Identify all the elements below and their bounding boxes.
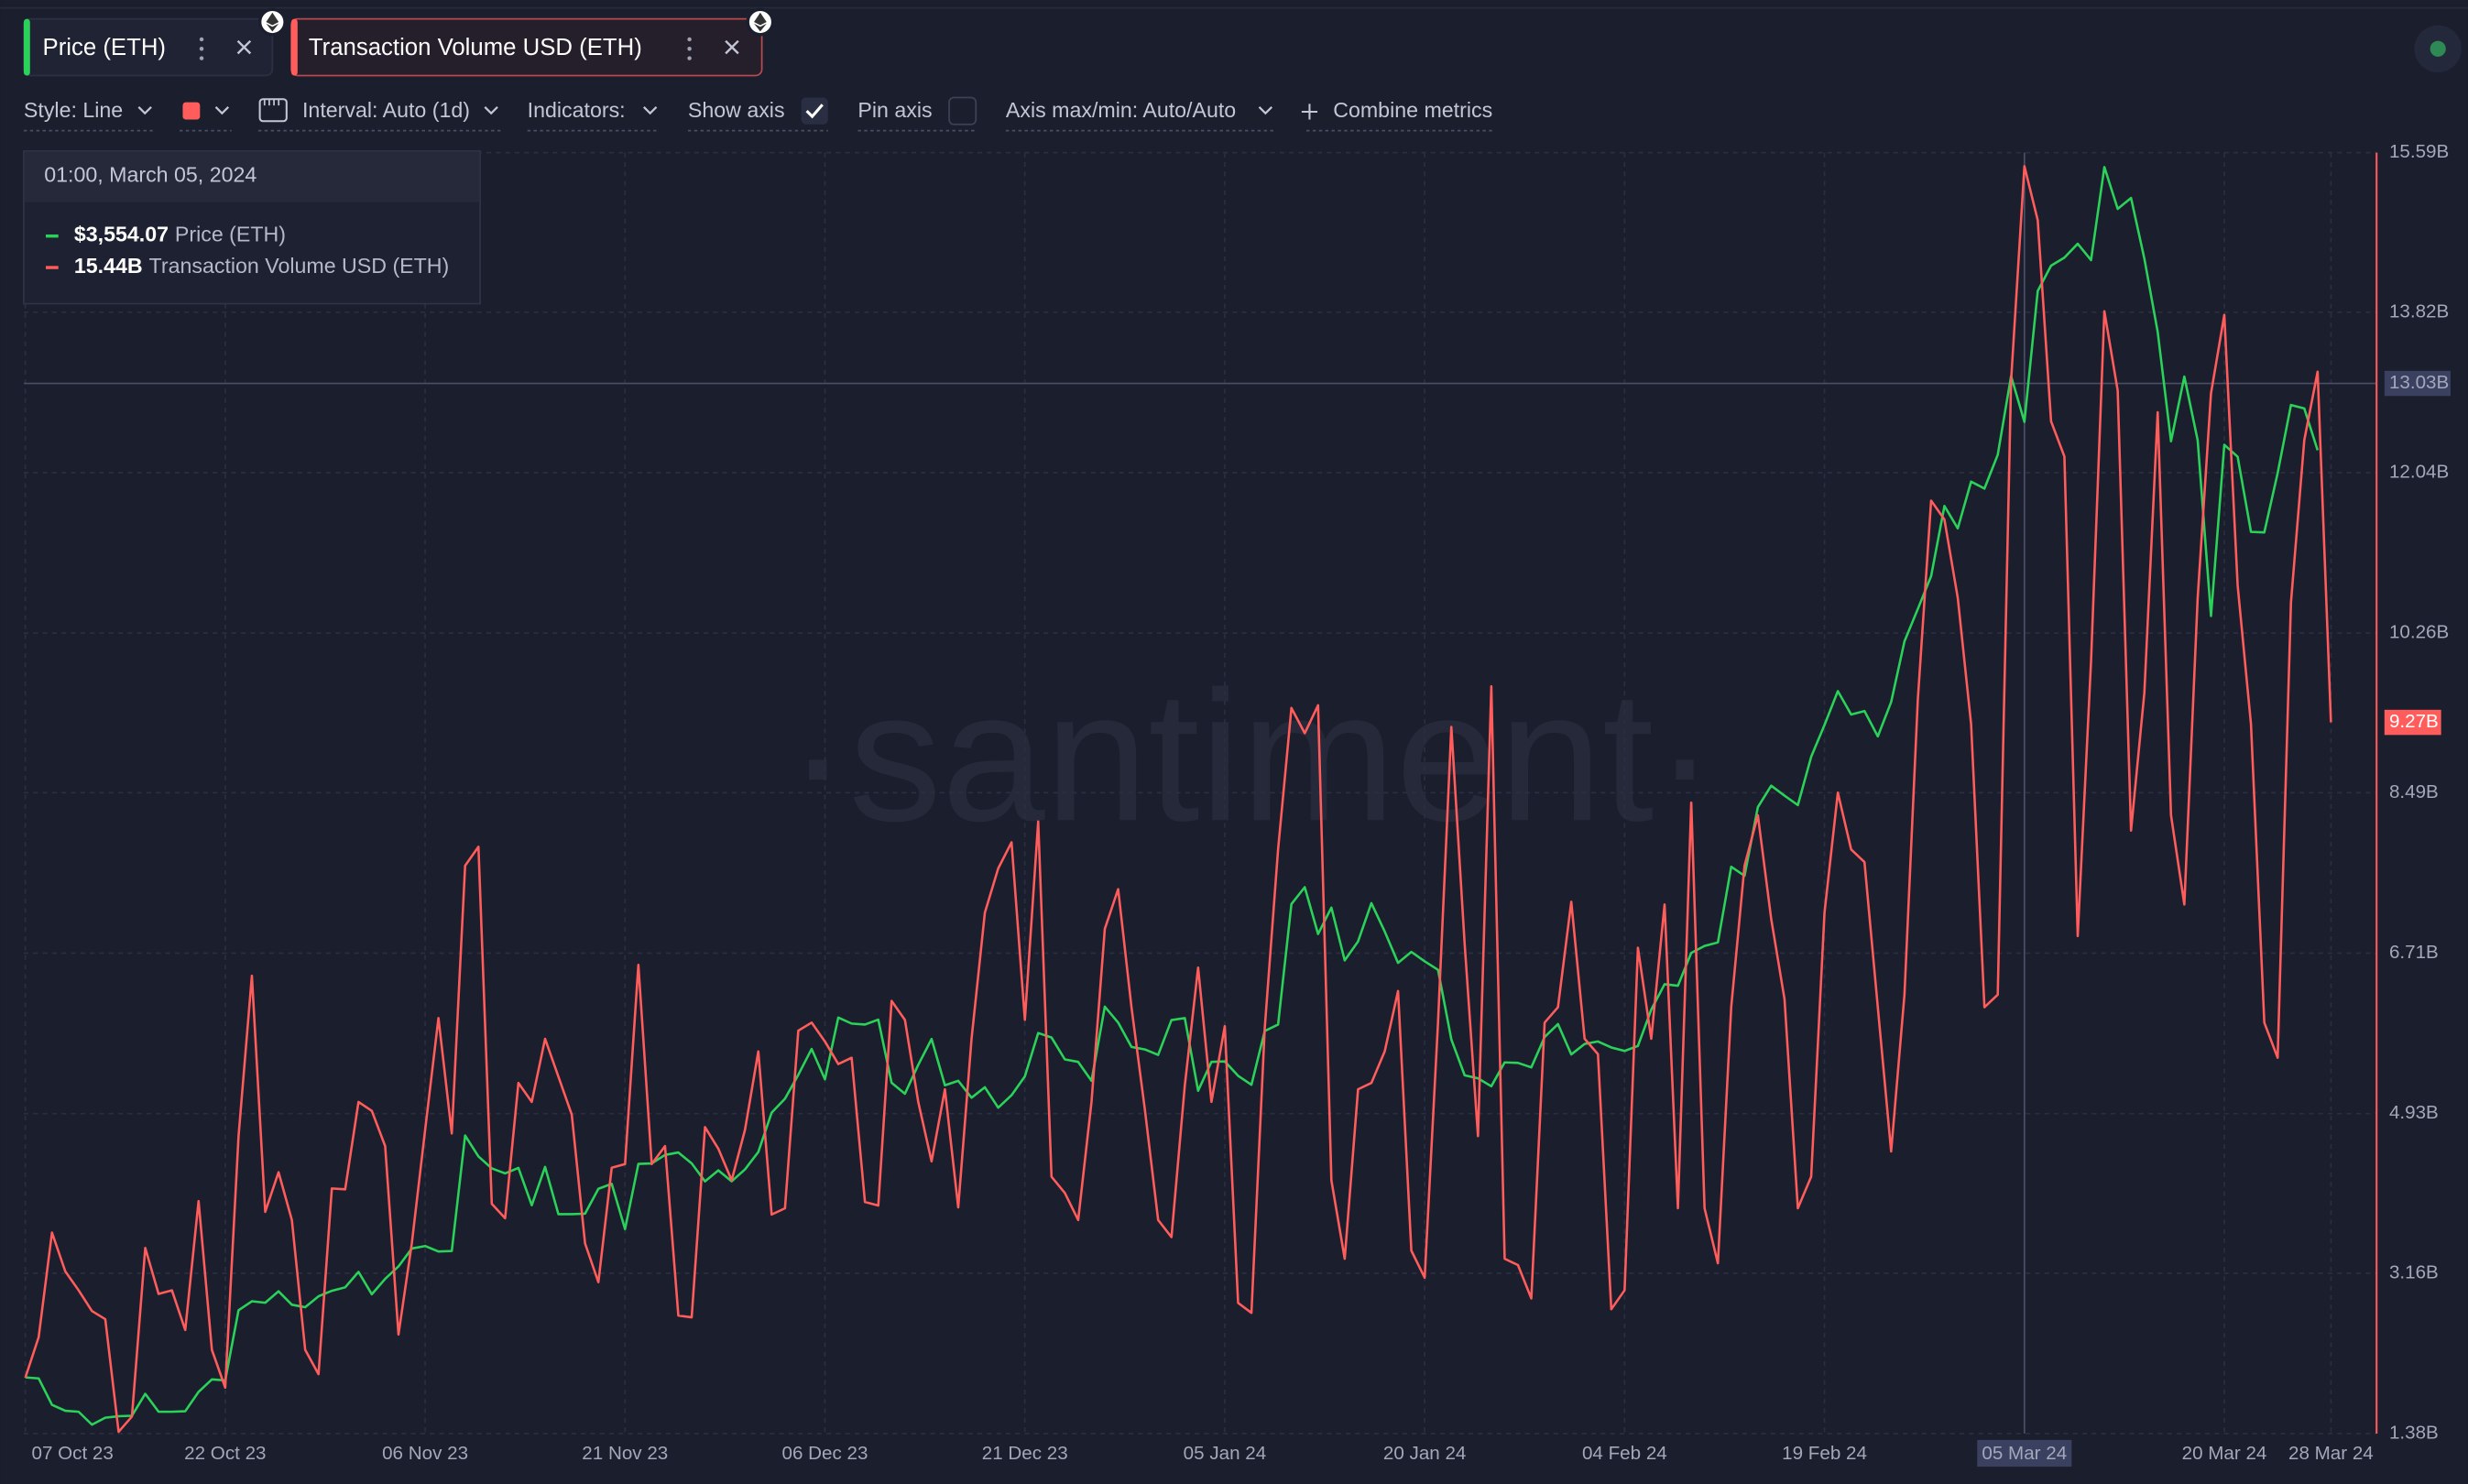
interval-icon: [258, 98, 288, 123]
y2-tick-label: 3.16B: [2389, 1261, 2439, 1282]
tab-label: Price (ETH): [43, 35, 166, 60]
tab-color: [290, 18, 298, 76]
interval-icon: [263, 99, 280, 106]
tooltip-row: $3,554.07 Price (ETH): [74, 223, 286, 246]
x-tick-label: 05 Jan 24: [1184, 1443, 1267, 1464]
crosshair-x-label-bg: [1977, 1439, 2072, 1468]
chevron: [1258, 106, 1273, 115]
close-icon: [236, 39, 252, 55]
show-axis-label[interactable]: Show axis: [688, 98, 785, 122]
close-icon: [725, 39, 739, 55]
y2-tick-label: 15.59B: [2389, 141, 2449, 162]
style-select[interactable]: Style: Line: [24, 98, 123, 122]
metric-tab[interactable]: Transaction Volume USD (ETH): [290, 7, 775, 77]
tooltip-header: [24, 151, 480, 202]
metric-tab[interactable]: Price (ETH): [23, 7, 287, 77]
x-tick-label: 22 Oct 23: [184, 1443, 266, 1464]
tooltip-series-name: Transaction Volume USD (ETH): [149, 254, 450, 278]
last-value-label: 9.27B: [2389, 711, 2439, 732]
x-tick-label: 06 Dec 23: [782, 1443, 868, 1464]
watermark: ·santiment·: [787, 651, 1716, 859]
plot: ·santiment·: [23, 151, 2377, 1435]
x-tick-label: 20 Jan 24: [1383, 1443, 1467, 1464]
crosshair-y-label-bg: [2384, 370, 2451, 397]
x-tick-label: 20 Mar 24: [2182, 1443, 2267, 1464]
tooltip-title: 01:00, March 05, 2024: [44, 163, 257, 187]
menu-icon: [687, 37, 692, 42]
menu-icon: [687, 47, 692, 51]
y2-tick-label: 6.71B: [2389, 942, 2439, 963]
tooltip-value: $3,554.07: [74, 223, 169, 246]
x-tick-label: 19 Feb 24: [1782, 1443, 1867, 1464]
plus-icon: [1301, 104, 1318, 120]
axis-maxmin-select[interactable]: Axis max/min: Auto/Auto: [1006, 98, 1236, 122]
color-picker[interactable]: [182, 102, 201, 120]
tooltip-series-name: Price (ETH): [175, 223, 286, 246]
crosshair-y-label: 13.03B: [2389, 372, 2449, 393]
chevron: [214, 106, 230, 115]
tooltip-row: 15.44B Transaction Volume USD (ETH): [74, 254, 449, 278]
show-axis-checkbox[interactable]: [801, 97, 828, 125]
combine-metrics[interactable]: Combine metrics: [1333, 98, 1492, 122]
eth-glyph: [266, 12, 279, 32]
menu-icon: [199, 37, 204, 42]
x-tick-label: 04 Feb 24: [1582, 1443, 1667, 1464]
chevron: [642, 106, 658, 115]
y2-tick-label: 12.04B: [2389, 461, 2449, 482]
series-line: [25, 166, 2320, 1426]
y2-tick-label: 8.49B: [2389, 781, 2439, 802]
y2-tick-label: 10.26B: [2389, 622, 2449, 643]
x-tick-label: 28 Mar 24: [2288, 1443, 2374, 1464]
interval-select[interactable]: Interval: Auto (1d): [302, 98, 470, 122]
chevron: [137, 106, 152, 115]
y2-tick-label: 4.93B: [2389, 1102, 2439, 1123]
pin-axis-label[interactable]: Pin axis: [857, 98, 932, 122]
x-tick-label: 21 Nov 23: [582, 1443, 668, 1464]
x-tick-label: 21 Dec 23: [982, 1443, 1068, 1464]
chevron: [484, 106, 498, 115]
y2-tick-label: 13.82B: [2389, 300, 2449, 322]
x-tick-label: 07 Oct 23: [31, 1443, 113, 1464]
indicators-select[interactable]: Indicators:: [528, 98, 626, 122]
menu-icon: [687, 56, 692, 60]
menu-icon: [199, 47, 204, 51]
x-tick-label: 05 Mar 24: [1982, 1443, 2067, 1464]
x-tick-label: 06 Nov 23: [382, 1443, 468, 1464]
last-value-bg: [2384, 709, 2441, 736]
series-line: [24, 165, 2332, 1434]
tooltip-value: 15.44B: [74, 254, 143, 278]
menu-icon: [199, 56, 204, 60]
eth-glyph: [754, 12, 767, 32]
y2-tick-label: 1.38B: [2389, 1422, 2439, 1443]
status-dot: [2430, 40, 2446, 57]
tab-label: Transaction Volume USD (ETH): [309, 35, 642, 60]
pin-axis-checkbox[interactable]: [948, 96, 977, 125]
tab-color: [23, 18, 30, 76]
checkmark: [805, 104, 824, 119]
